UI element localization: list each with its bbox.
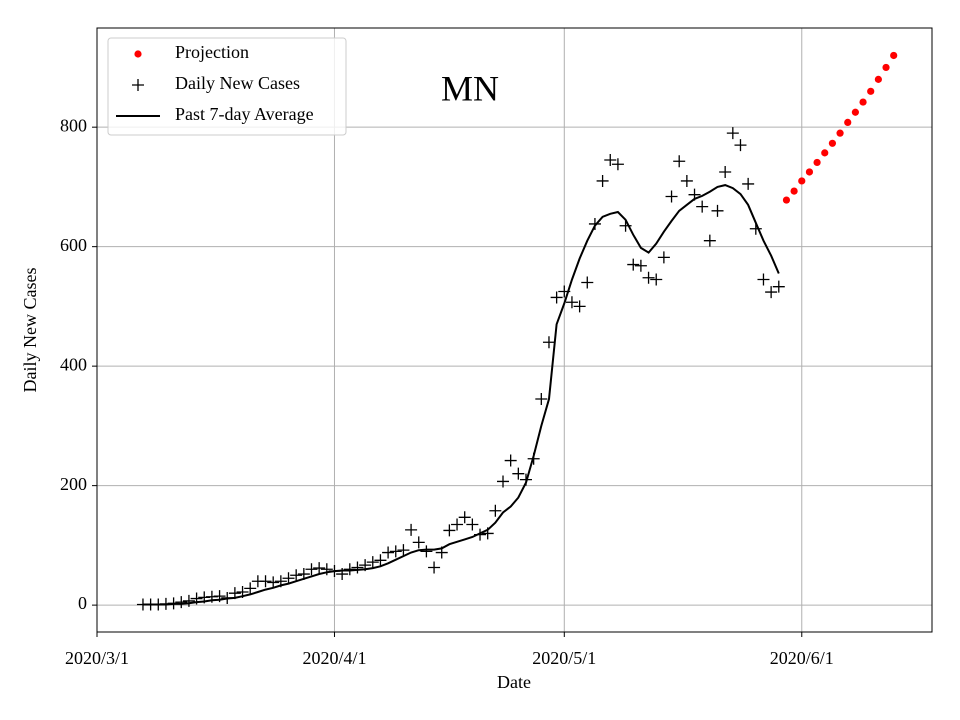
case-marker	[650, 273, 663, 286]
case-marker	[489, 504, 502, 517]
case-marker	[175, 596, 188, 609]
case-marker	[504, 454, 517, 467]
case-marker	[588, 217, 601, 230]
average-line	[143, 184, 780, 606]
projection-point	[836, 129, 844, 137]
case-marker	[581, 276, 594, 289]
case-marker	[282, 572, 295, 585]
case-marker	[458, 511, 471, 524]
projection-point	[828, 139, 837, 147]
case-marker	[428, 561, 441, 574]
projection-point	[805, 168, 814, 176]
case-marker	[182, 594, 195, 607]
legend-label: Projection	[175, 42, 249, 62]
case-marker	[757, 273, 770, 286]
case-marker	[627, 258, 640, 271]
y-axis-label: Daily New Cases	[20, 268, 40, 393]
projection-point	[882, 63, 890, 72]
case-marker	[412, 536, 425, 549]
case-marker	[374, 554, 387, 567]
legend-box	[107, 37, 347, 136]
y-tick-label: 400	[60, 354, 87, 374]
y-tick-label: 0	[78, 593, 87, 613]
projection-point	[844, 118, 852, 126]
case-marker	[696, 200, 709, 213]
case-marker	[772, 280, 785, 293]
case-marker	[389, 545, 402, 558]
projection-point	[859, 98, 867, 106]
projection-point	[813, 158, 821, 167]
case-marker	[420, 545, 433, 558]
case-marker	[734, 139, 747, 152]
x-tick-label: 2020/4/1	[302, 648, 366, 668]
case-marker	[305, 563, 318, 576]
projection-point	[782, 196, 791, 204]
x-axis-label: Date	[497, 672, 531, 692]
projection-point	[851, 108, 859, 116]
case-marker	[719, 165, 732, 178]
case-marker	[497, 475, 510, 488]
case-marker	[550, 291, 563, 304]
projection-point	[790, 187, 798, 195]
case-marker	[267, 576, 280, 589]
case-marker	[665, 190, 678, 203]
x-tick-label: 2020/3/1	[65, 648, 129, 668]
case-marker	[542, 336, 555, 349]
case-marker	[765, 286, 778, 299]
case-marker	[604, 154, 617, 167]
legend-label: Past 7-day Average	[175, 104, 314, 124]
legend-marker	[134, 50, 142, 58]
case-marker	[535, 393, 548, 406]
x-tick-label: 2020/6/1	[770, 648, 834, 668]
case-marker	[642, 271, 655, 284]
case-marker	[451, 518, 464, 531]
case-marker	[673, 155, 686, 168]
case-marker	[573, 300, 586, 313]
case-marker	[290, 569, 303, 582]
case-marker	[351, 561, 364, 574]
y-tick-label: 600	[60, 235, 87, 255]
chart-title: MN	[441, 68, 499, 108]
projection-point	[798, 177, 806, 185]
legend: Projection Daily New Cases Past 7-day Aver…	[107, 37, 347, 136]
case-marker	[611, 158, 624, 171]
projection-point	[867, 87, 875, 95]
case-marker	[259, 575, 272, 588]
case-marker	[703, 234, 716, 247]
plot-frame	[96, 27, 933, 633]
case-marker	[711, 204, 724, 217]
case-marker	[565, 296, 578, 309]
case-marker	[313, 562, 326, 575]
y-tick-label: 800	[60, 115, 87, 135]
legend-label: Daily New Cases	[175, 73, 300, 93]
case-marker	[405, 523, 418, 536]
projection-point	[890, 51, 898, 60]
case-marker	[512, 467, 525, 480]
case-marker	[466, 518, 479, 531]
case-marker	[634, 259, 647, 272]
case-marker	[244, 582, 257, 595]
projection-point	[874, 75, 882, 83]
case-marker	[366, 556, 379, 569]
case-marker	[443, 524, 456, 537]
y-tick-label: 200	[60, 474, 87, 494]
case-marker	[657, 251, 670, 264]
case-marker	[742, 177, 755, 190]
legend-marker	[132, 79, 144, 91]
case-marker	[596, 174, 609, 187]
projection-point	[821, 149, 829, 157]
case-marker	[680, 174, 693, 187]
case-marker	[382, 546, 395, 559]
case-marker	[726, 127, 739, 140]
x-tick-label: 2020/5/1	[532, 648, 596, 668]
case-marker	[397, 544, 410, 557]
